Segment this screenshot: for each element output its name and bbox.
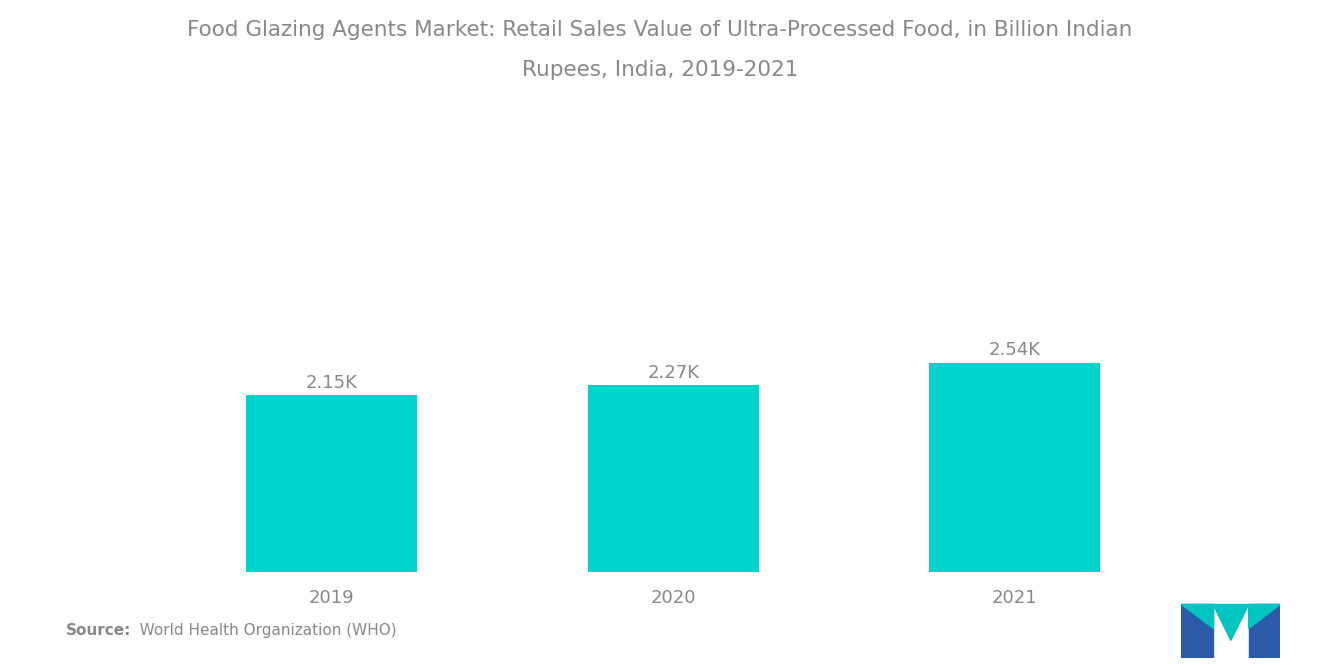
Polygon shape [1249,604,1280,628]
Bar [929,363,1101,572]
Text: 2.15K: 2.15K [306,374,358,392]
Polygon shape [1213,604,1249,640]
Text: Source:: Source: [66,623,132,638]
Bar [246,395,417,572]
Text: Rupees, India, 2019-2021: Rupees, India, 2019-2021 [521,60,799,80]
Text: 2.54K: 2.54K [989,342,1041,360]
Text: World Health Organization (WHO): World Health Organization (WHO) [125,623,397,638]
Polygon shape [1181,604,1213,628]
Polygon shape [1181,604,1213,658]
Text: Food Glazing Agents Market: Retail Sales Value of Ultra-Processed Food, in Billi: Food Glazing Agents Market: Retail Sales… [187,20,1133,40]
Polygon shape [1249,604,1280,658]
Text: 2.27K: 2.27K [647,364,700,382]
Bar [587,385,759,572]
